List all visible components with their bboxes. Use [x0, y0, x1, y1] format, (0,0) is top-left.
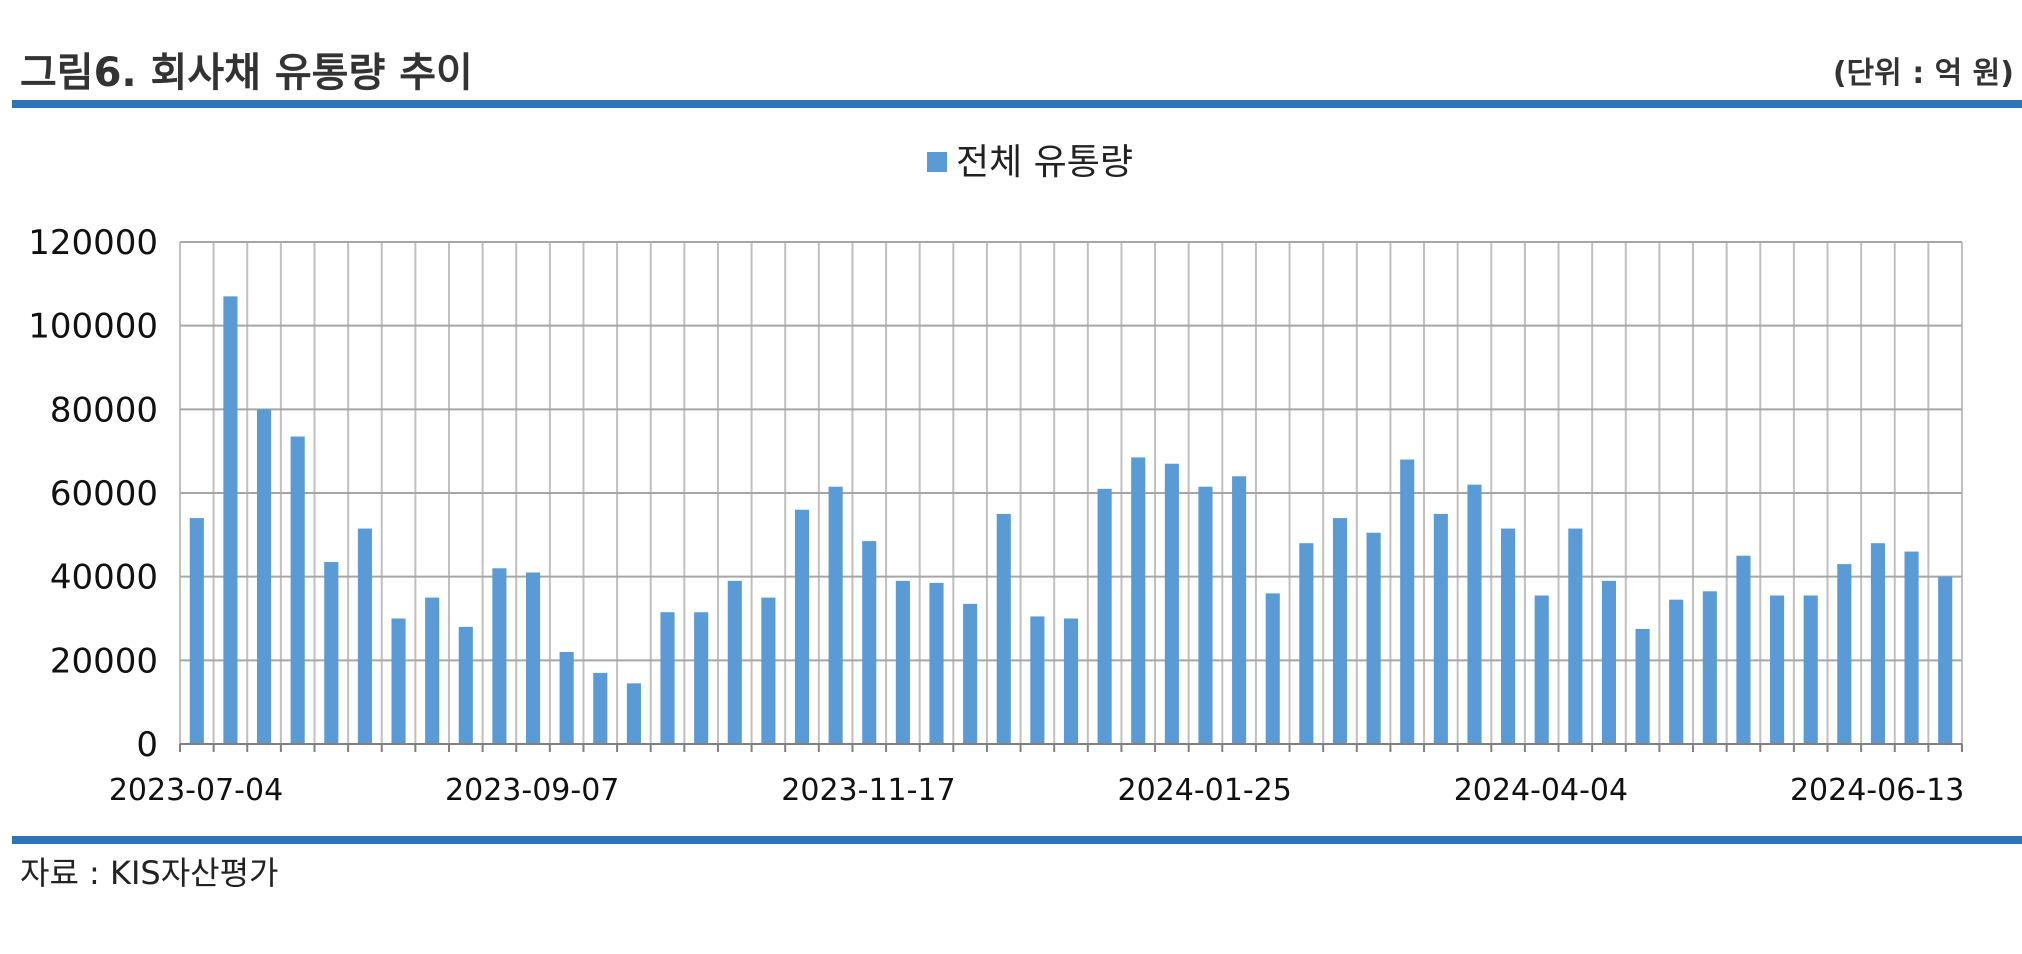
unit-label: (단위 : 억 원): [1832, 56, 2014, 91]
y-tick-label: 20000: [50, 641, 158, 681]
bar: [996, 513, 1011, 744]
bar: [929, 582, 944, 744]
bar: [324, 562, 339, 744]
bar: [694, 612, 709, 744]
x-tick-label: 2023-11-17: [781, 773, 955, 808]
bar: [1870, 543, 1886, 744]
x-tick-label: 2024-01-25: [1117, 773, 1291, 808]
y-tick-label: 60000: [50, 474, 158, 514]
bar: [425, 597, 440, 744]
bar: [862, 541, 877, 744]
y-tick-label: 100000: [28, 307, 158, 347]
bar: [189, 518, 204, 744]
bar: [492, 568, 507, 744]
bar: [1938, 576, 1953, 744]
legend: 전체 유통량: [927, 142, 1133, 183]
bar: [1534, 595, 1549, 744]
bar: [256, 409, 272, 744]
bar: [1232, 476, 1247, 744]
bar: [1568, 528, 1583, 744]
bar: [1097, 488, 1112, 744]
y-tick-label: 0: [136, 725, 158, 765]
top-divider: [12, 100, 2022, 108]
bar: [1702, 591, 1717, 744]
bar: [223, 296, 238, 744]
bar: [660, 612, 675, 744]
bar: [1669, 599, 1684, 744]
x-tick-label: 2024-04-04: [1454, 773, 1628, 808]
bar: [1063, 618, 1079, 744]
bar: [794, 509, 810, 744]
x-tick-label: 2023-09-07: [445, 773, 619, 808]
chart-title: 그림6. 회사채 유통량 추이: [20, 50, 473, 96]
bar: [1837, 564, 1852, 744]
grid: [179, 241, 1963, 745]
bar: [1736, 555, 1751, 744]
bar: [1601, 580, 1617, 744]
bar: [391, 618, 406, 744]
bar: [357, 528, 372, 744]
x-tick-label: 2024-06-13: [1790, 773, 1964, 808]
bar: [895, 580, 910, 744]
bar: [1467, 484, 1482, 744]
source-note: 자료 : KIS자산평가: [20, 854, 279, 892]
bar: [761, 597, 776, 744]
bar: [1198, 486, 1213, 744]
bar: [626, 683, 641, 744]
bar-chart: 0 20000 40000 60000 80000 100000 120000 2023-07…: [28, 142, 1964, 808]
bar: [290, 436, 305, 744]
legend-label: 전체 유통량: [956, 142, 1133, 183]
bottom-divider: [12, 836, 2022, 844]
bar: [1635, 628, 1650, 744]
bar: [1400, 459, 1415, 744]
bar: [1131, 457, 1146, 744]
y-tick-label: 80000: [50, 390, 158, 430]
bar: [1433, 513, 1448, 744]
bars: [189, 296, 1953, 744]
bar: [828, 486, 843, 744]
bar: [458, 626, 473, 744]
bar: [559, 651, 574, 744]
bar: [1501, 528, 1516, 744]
bar: [525, 572, 541, 744]
x-tick-label: 2023-07-04: [109, 773, 283, 808]
bar: [963, 603, 978, 744]
bar: [1332, 518, 1348, 744]
bar: [1904, 551, 1919, 744]
bar: [1265, 593, 1280, 744]
bar: [1803, 595, 1818, 744]
bar: [1770, 595, 1785, 744]
y-tick-label: 120000: [28, 223, 158, 263]
axes: 0 20000 40000 60000 80000 100000 120000 2023-07…: [28, 223, 1964, 808]
bar: [593, 672, 608, 744]
bar: [1164, 463, 1179, 744]
bar: [727, 580, 742, 744]
y-tick-label: 40000: [50, 558, 158, 598]
bar: [1366, 532, 1381, 744]
bar: [1299, 543, 1314, 744]
legend-swatch: [927, 152, 947, 172]
bar: [1030, 616, 1045, 744]
